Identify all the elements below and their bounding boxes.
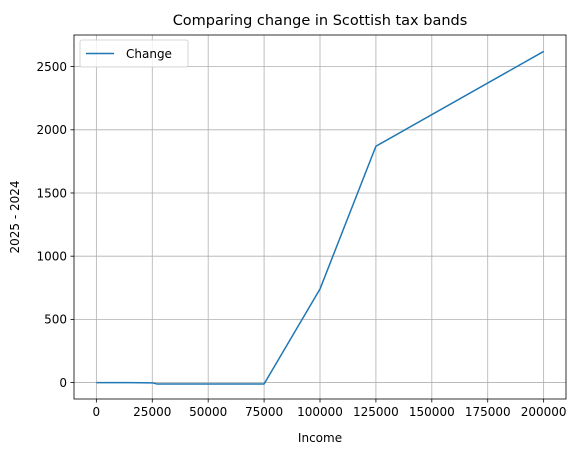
series-layer bbox=[96, 50, 545, 385]
x-tick-label: 0 bbox=[93, 405, 101, 419]
x-tick-label: 150000 bbox=[409, 405, 455, 419]
legend-label-change: Change bbox=[126, 47, 172, 61]
chart-title: Comparing change in Scottish tax bands bbox=[173, 13, 468, 29]
y-axis-title: 2025 - 2024 bbox=[8, 180, 22, 253]
y-tick-label: 1000 bbox=[36, 249, 67, 263]
y-tick-label: 0 bbox=[59, 376, 67, 390]
x-axis: 0 25000 50000 75000 100000 125000 150000 175000… bbox=[93, 399, 567, 419]
x-tick-label: 175000 bbox=[465, 405, 511, 419]
x-tick-label: 50000 bbox=[189, 405, 227, 419]
legend: Change bbox=[79, 39, 189, 68]
legend-box bbox=[79, 39, 189, 68]
x-tick-label: 125000 bbox=[353, 405, 399, 419]
x-tick-label: 100000 bbox=[297, 405, 343, 419]
x-tick-label: 25000 bbox=[133, 405, 171, 419]
x-axis-title: Income bbox=[298, 431, 342, 445]
y-tick-label: 1500 bbox=[36, 186, 67, 200]
y-tick-label: 2000 bbox=[36, 123, 67, 137]
x-tick-label: 200000 bbox=[521, 405, 567, 419]
grid bbox=[74, 35, 566, 399]
y-tick-label: 500 bbox=[44, 313, 67, 327]
series-line-change bbox=[96, 50, 545, 385]
y-tick-label: 2500 bbox=[36, 60, 67, 74]
y-axis: 0 500 1000 1500 2000 2500 bbox=[36, 60, 74, 390]
x-tick-label: 75000 bbox=[245, 405, 283, 419]
